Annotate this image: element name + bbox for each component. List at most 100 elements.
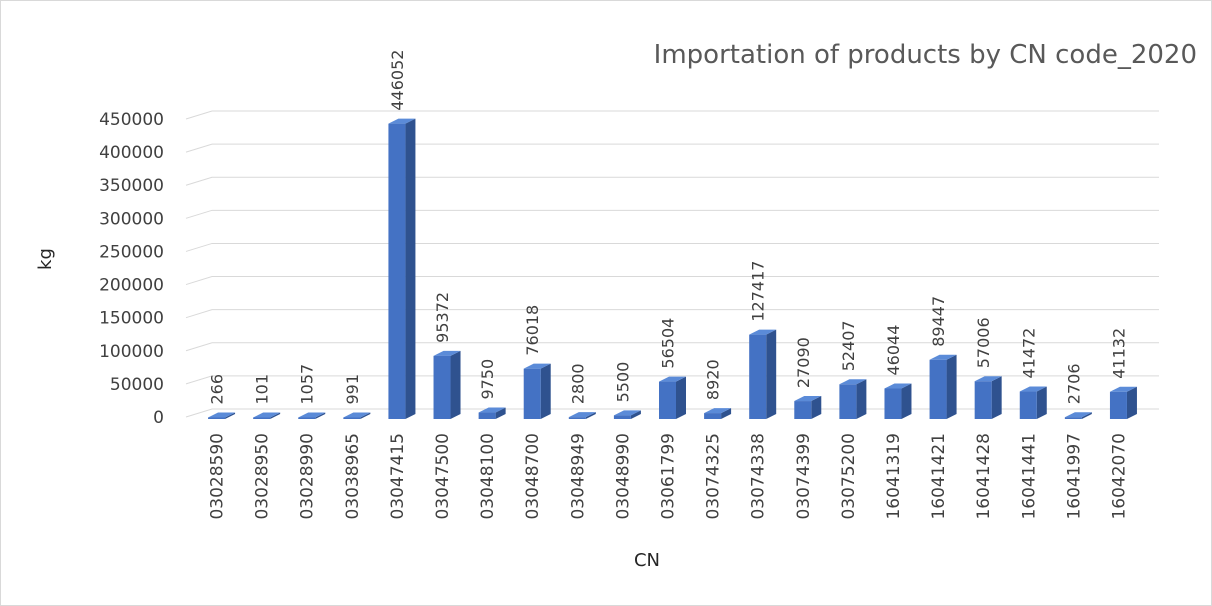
bar	[433, 350, 461, 419]
data-label: 127417	[749, 261, 768, 322]
bar-side	[676, 376, 686, 419]
y-tick-label: 400000	[99, 143, 164, 163]
bar-side	[1036, 386, 1047, 419]
bar-side	[1081, 412, 1092, 419]
gridline	[185, 342, 1159, 352]
data-label: 57006	[974, 317, 993, 368]
bar-top	[1019, 386, 1047, 392]
bar	[884, 383, 912, 419]
bar-front	[478, 412, 496, 419]
y-tick-label: 300000	[99, 209, 164, 229]
x-tick-label: 03028990	[298, 433, 318, 520]
bar	[253, 412, 281, 419]
bar	[839, 379, 867, 419]
y-axis-ticks: 0 50000 100000 150000 200000 250000 300000 3500…	[99, 110, 164, 428]
bar	[974, 376, 1002, 419]
gridline	[185, 143, 1159, 153]
bar-front	[298, 417, 316, 419]
x-tick-label: 16041319	[884, 433, 904, 520]
data-label: 41132	[1109, 328, 1128, 379]
bar-side	[856, 379, 867, 419]
x-axis-ticks: 03028590 03028950 03028990 03038965 03047415…	[208, 433, 1130, 520]
x-tick-label: 16041421	[929, 433, 949, 520]
x-tick-label: 03074338	[749, 433, 769, 520]
x-tick-label: 03074399	[794, 433, 814, 520]
bar-front	[974, 381, 992, 419]
data-label: 5500	[613, 362, 632, 403]
bar-top	[568, 412, 596, 418]
bar-front	[343, 417, 361, 419]
bar-side	[991, 376, 1002, 419]
bar-top	[974, 376, 1002, 382]
bar-top	[839, 379, 867, 385]
x-tick-label: 16041997	[1064, 433, 1084, 520]
bar-side	[721, 408, 732, 419]
data-label: 101	[253, 374, 272, 405]
data-label: 2800	[568, 363, 587, 404]
bar-side	[360, 412, 371, 419]
data-label: 8920	[704, 359, 723, 400]
y-tick-label: 350000	[99, 176, 164, 196]
y-tick-label: 450000	[99, 110, 164, 130]
x-tick-label: 03047500	[433, 433, 453, 520]
data-label: 266	[208, 374, 227, 405]
bar-top	[794, 396, 822, 402]
y-tick-label: 100000	[99, 342, 164, 362]
bar-front	[704, 413, 722, 419]
bar-side	[630, 410, 641, 419]
bar-front	[523, 368, 541, 419]
gridline	[185, 110, 1159, 120]
data-label: 9750	[478, 359, 497, 400]
bar-side	[270, 412, 281, 419]
bar-front	[1064, 417, 1082, 419]
gridlines	[185, 110, 1159, 418]
gridline	[185, 176, 1159, 186]
x-tick-label: 03074325	[704, 433, 724, 520]
bar-front	[1109, 391, 1127, 419]
bar-side	[315, 412, 326, 419]
bars	[208, 118, 1137, 420]
bar-front	[613, 415, 631, 419]
bar-top	[884, 383, 912, 389]
bar	[1064, 412, 1092, 419]
bar-top	[208, 412, 236, 418]
y-tick-label: 50000	[110, 375, 164, 395]
gridline	[185, 209, 1159, 219]
x-tick-label: 03048990	[613, 433, 633, 520]
bar-side	[450, 350, 461, 419]
x-tick-label: 03038965	[343, 433, 363, 520]
bar	[343, 412, 371, 419]
y-axis-label: kg	[35, 248, 56, 270]
x-tick-label: 03048100	[478, 433, 498, 520]
bar-front	[884, 388, 902, 419]
x-tick-label: 03028950	[253, 433, 273, 520]
bar-side	[766, 329, 777, 419]
bar-top	[523, 363, 551, 369]
bar-side	[1126, 386, 1137, 419]
bar	[704, 408, 732, 419]
bar-front	[568, 417, 586, 419]
gridline	[185, 309, 1159, 319]
bar	[659, 376, 686, 419]
data-label: 41472	[1019, 328, 1038, 379]
bar-top	[1064, 412, 1092, 418]
bar-side	[901, 383, 912, 419]
x-tick-label: 03075200	[839, 433, 859, 520]
bar	[613, 410, 641, 419]
bar-front	[388, 123, 406, 420]
bar-top	[298, 412, 326, 418]
bar-top	[343, 412, 371, 418]
gridline	[185, 242, 1159, 252]
x-tick-label: 03048949	[568, 433, 588, 520]
bar-side	[225, 412, 236, 419]
gridline	[185, 276, 1159, 286]
bar-top	[749, 329, 777, 335]
bar-side	[495, 407, 506, 419]
bar-side	[585, 412, 596, 419]
y-tick-label: 250000	[99, 242, 164, 262]
x-tick-label: 03047415	[388, 433, 408, 520]
gridline	[185, 375, 1159, 385]
bar-front	[794, 401, 812, 419]
